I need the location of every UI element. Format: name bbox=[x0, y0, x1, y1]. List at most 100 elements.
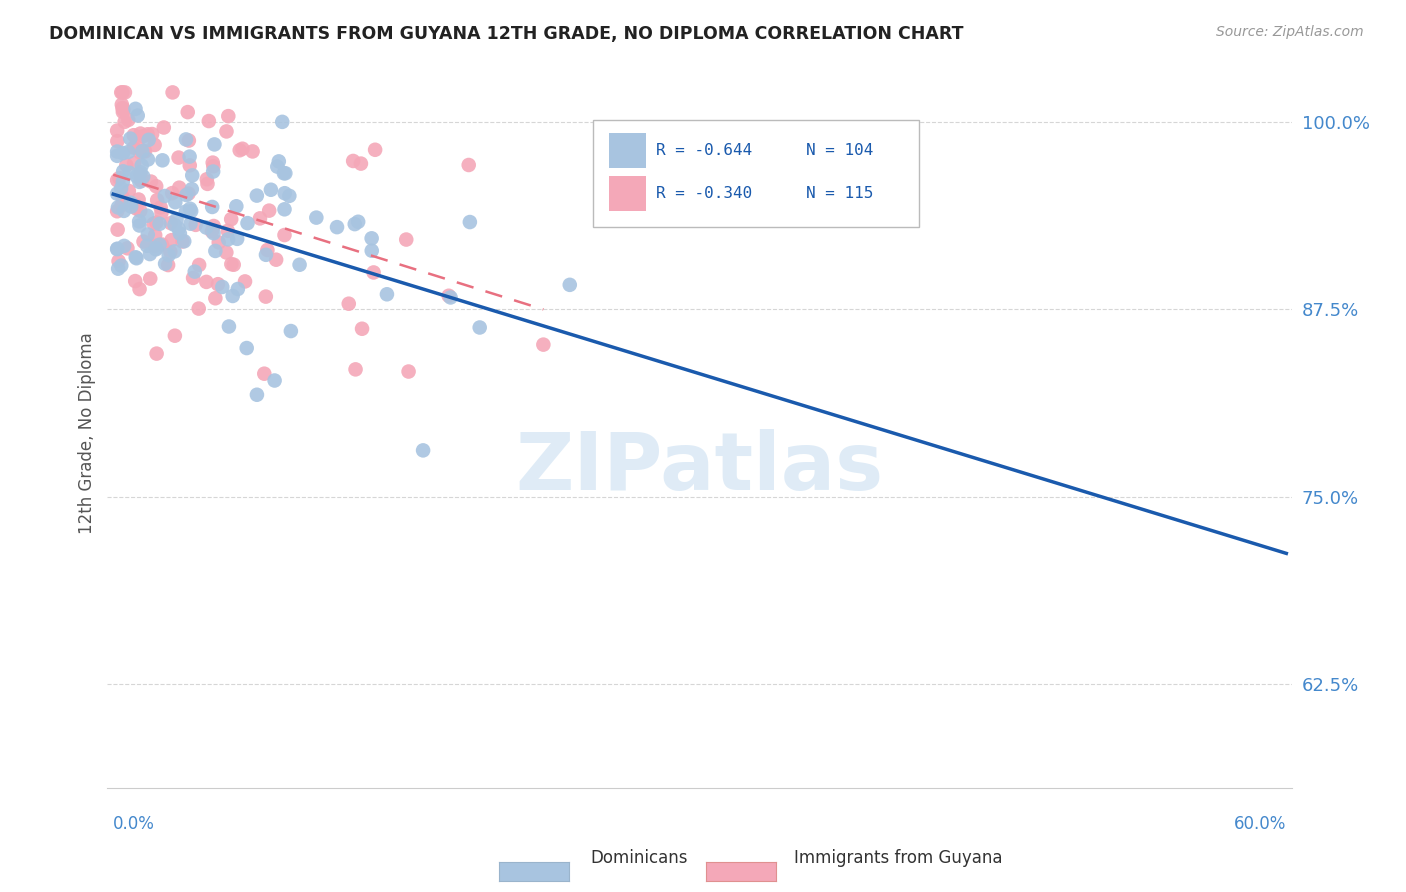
Point bbox=[129, 165, 152, 179]
Point bbox=[129, 127, 152, 141]
Point bbox=[111, 175, 134, 189]
Point bbox=[105, 173, 128, 187]
Point bbox=[111, 101, 134, 115]
Point bbox=[118, 184, 141, 198]
Point bbox=[184, 218, 207, 232]
Point bbox=[167, 222, 190, 236]
Point bbox=[127, 109, 149, 123]
Point bbox=[129, 173, 152, 187]
Point bbox=[347, 215, 370, 229]
Point bbox=[112, 239, 135, 253]
Point bbox=[179, 217, 201, 231]
Point bbox=[131, 159, 153, 173]
Point bbox=[172, 235, 194, 249]
Point bbox=[136, 209, 159, 223]
Point bbox=[112, 164, 135, 178]
Point bbox=[326, 220, 349, 235]
Point bbox=[249, 211, 271, 226]
Text: N = 104: N = 104 bbox=[807, 144, 873, 158]
Point bbox=[139, 175, 162, 189]
Point bbox=[128, 193, 150, 207]
Point bbox=[139, 247, 162, 261]
Point bbox=[111, 104, 134, 119]
Point bbox=[342, 153, 364, 168]
Point bbox=[226, 232, 249, 246]
Point bbox=[152, 153, 174, 168]
Point bbox=[225, 199, 247, 213]
Point bbox=[111, 86, 134, 100]
Point bbox=[204, 291, 226, 305]
Point bbox=[131, 174, 153, 188]
Point bbox=[143, 239, 166, 253]
Point bbox=[278, 189, 301, 203]
Point bbox=[148, 217, 170, 231]
Point bbox=[111, 190, 134, 204]
Point bbox=[260, 183, 283, 197]
Point bbox=[110, 198, 132, 212]
Point bbox=[157, 258, 180, 272]
Point bbox=[350, 156, 373, 170]
Point bbox=[364, 143, 387, 157]
Point bbox=[160, 186, 183, 201]
Text: DOMINICAN VS IMMIGRANTS FROM GUYANA 12TH GRADE, NO DIPLOMA CORRELATION CHART: DOMINICAN VS IMMIGRANTS FROM GUYANA 12TH… bbox=[49, 25, 963, 43]
Point bbox=[115, 158, 138, 172]
Point bbox=[105, 204, 128, 219]
Point bbox=[129, 168, 152, 182]
FancyBboxPatch shape bbox=[609, 133, 647, 168]
Point bbox=[153, 257, 176, 271]
Point bbox=[457, 158, 479, 172]
Point bbox=[141, 127, 163, 141]
Text: N = 115: N = 115 bbox=[807, 186, 873, 201]
Point bbox=[343, 217, 366, 231]
Point bbox=[105, 123, 128, 137]
Point bbox=[195, 220, 218, 235]
Point bbox=[125, 252, 148, 266]
Point bbox=[105, 145, 128, 159]
Point bbox=[197, 177, 219, 191]
Point bbox=[219, 212, 242, 227]
Point bbox=[166, 212, 188, 227]
Point bbox=[177, 186, 200, 201]
Text: 0.0%: 0.0% bbox=[114, 815, 155, 833]
Point bbox=[136, 239, 159, 253]
Point bbox=[173, 234, 195, 248]
Point bbox=[146, 193, 169, 207]
Point bbox=[132, 129, 155, 144]
Point bbox=[112, 103, 135, 117]
Point bbox=[163, 244, 186, 259]
Point bbox=[305, 211, 328, 225]
Point bbox=[273, 228, 295, 243]
Point bbox=[254, 290, 277, 304]
Point bbox=[105, 242, 128, 256]
Point bbox=[267, 154, 290, 169]
Point bbox=[437, 289, 460, 303]
Point bbox=[145, 179, 167, 194]
Point bbox=[124, 102, 146, 116]
Point bbox=[195, 275, 218, 289]
Point bbox=[132, 169, 155, 184]
Point bbox=[117, 112, 139, 127]
Point bbox=[412, 443, 434, 458]
Point bbox=[120, 195, 142, 210]
Point bbox=[120, 131, 142, 145]
Point bbox=[271, 115, 294, 129]
Point bbox=[150, 237, 173, 252]
Point bbox=[231, 142, 253, 156]
Point bbox=[131, 145, 153, 159]
Text: Immigrants from Guyana: Immigrants from Guyana bbox=[794, 849, 1002, 867]
Point bbox=[157, 248, 180, 262]
Point bbox=[458, 215, 481, 229]
Point bbox=[531, 337, 554, 351]
Point bbox=[273, 202, 295, 217]
Point bbox=[222, 258, 245, 272]
Point bbox=[145, 215, 167, 229]
Point bbox=[264, 252, 287, 267]
Point bbox=[398, 365, 420, 379]
Point bbox=[165, 195, 187, 210]
Text: Source: ZipAtlas.com: Source: ZipAtlas.com bbox=[1216, 25, 1364, 39]
Point bbox=[263, 374, 285, 388]
Point bbox=[169, 227, 191, 241]
Point bbox=[181, 271, 204, 285]
Point bbox=[337, 296, 360, 310]
Y-axis label: 12th Grade, No Diploma: 12th Grade, No Diploma bbox=[79, 332, 96, 533]
